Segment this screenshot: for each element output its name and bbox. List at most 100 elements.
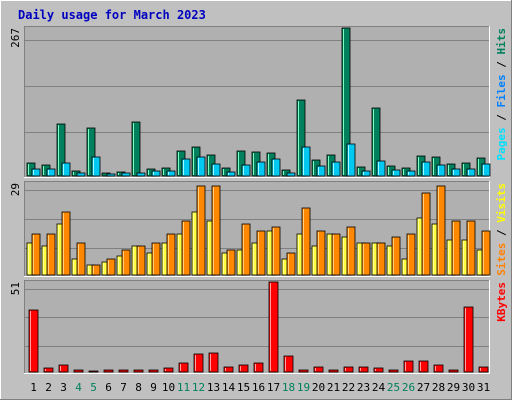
x-tick-label-day-4: 4 — [75, 381, 82, 394]
x-tick-label-day-28: 28 — [432, 381, 445, 394]
x-tick-label-day-26: 26 — [402, 381, 415, 394]
bar-hits-day-3 — [56, 123, 66, 177]
bar-sites-day-9 — [151, 242, 161, 276]
bar-sites-day-14 — [226, 249, 236, 276]
bar-files-day-20 — [316, 165, 326, 177]
bar-files-day-18 — [286, 172, 296, 177]
bar-kbytes-day-4 — [73, 369, 84, 373]
bar-sites-day-13 — [211, 185, 221, 276]
bar-kbytes-day-21 — [328, 369, 339, 373]
legend-separator: / — [495, 223, 508, 243]
bar-kbytes-day-6 — [103, 369, 114, 373]
bar-sites-day-31 — [481, 230, 491, 276]
x-tick-label-day-17: 17 — [267, 381, 280, 394]
bar-kbytes-day-16 — [253, 362, 264, 373]
bar-sites-day-10 — [166, 233, 176, 276]
bar-kbytes-day-5 — [88, 370, 99, 373]
bar-sites-day-30 — [466, 220, 476, 276]
bar-hits-day-24 — [371, 107, 381, 177]
x-tick-label-day-24: 24 — [372, 381, 386, 394]
bar-sites-day-21 — [331, 233, 341, 276]
bar-sites-day-20 — [316, 230, 326, 276]
bar-sites-day-6 — [106, 258, 116, 276]
panel-hits-files-pages: 267 Pages / Files / Hits — [9, 26, 508, 178]
bar-sites-day-19 — [301, 207, 311, 276]
x-tick-label-day-19: 19 — [297, 381, 310, 394]
bar-kbytes-day-17 — [268, 281, 279, 373]
bar-kbytes-day-12 — [193, 353, 204, 373]
bar-files-day-23 — [361, 170, 371, 177]
bar-sites-day-29 — [451, 220, 461, 276]
bar-kbytes-day-1 — [28, 309, 39, 373]
bar-kbytes-day-27 — [418, 360, 429, 373]
bar-files-day-13 — [211, 163, 221, 177]
bar-sites-day-2 — [46, 233, 56, 276]
bar-files-day-17 — [271, 158, 281, 177]
panel-kbytes: 51 KBytes — [9, 280, 508, 374]
bar-kbytes-day-20 — [313, 366, 324, 373]
bar-files-day-5 — [91, 156, 101, 177]
bar-files-day-16 — [256, 161, 266, 177]
legend-entry: Visits — [495, 183, 508, 223]
bar-kbytes-day-29 — [448, 369, 459, 373]
x-tick-label-day-7: 7 — [120, 381, 127, 394]
x-tick-label-day-9: 9 — [150, 381, 157, 394]
x-tick-label-day-5: 5 — [90, 381, 97, 394]
y-max-label: 29 — [9, 183, 22, 196]
x-tick-label-day-13: 13 — [207, 381, 220, 394]
x-tick-label-day-10: 10 — [162, 381, 175, 394]
bar-files-day-3 — [61, 162, 71, 177]
bar-kbytes-day-31 — [478, 366, 489, 373]
legend-separator: / — [495, 55, 508, 75]
bar-kbytes-day-10 — [163, 367, 174, 373]
x-tick-label-day-14: 14 — [222, 381, 236, 394]
bar-kbytes-day-25 — [388, 369, 399, 373]
bar-files-day-4 — [76, 172, 86, 177]
bar-sites-day-24 — [376, 242, 386, 276]
x-tick-label-day-2: 2 — [45, 381, 52, 394]
bar-sites-day-7 — [121, 249, 131, 276]
bar-sites-day-11 — [181, 220, 191, 276]
legend-entry: Files — [495, 74, 508, 107]
bar-sites-day-18 — [286, 252, 296, 276]
x-tick-label-day-20: 20 — [312, 381, 325, 394]
bar-files-day-31 — [481, 163, 491, 177]
bar-kbytes-day-14 — [223, 366, 234, 373]
bar-hits-day-5 — [86, 127, 96, 177]
panel-legend: KBytes — [495, 282, 508, 322]
x-tick-label-day-27: 27 — [417, 381, 430, 394]
bar-files-day-27 — [421, 161, 431, 177]
x-tick-label-day-1: 1 — [30, 381, 37, 394]
bar-sites-day-4 — [76, 242, 86, 276]
legend-separator: / — [495, 108, 508, 128]
bar-kbytes-day-24 — [373, 367, 384, 373]
bar-hits-day-22 — [341, 27, 351, 177]
x-tick-label-day-12: 12 — [192, 381, 205, 394]
bar-kbytes-day-28 — [433, 364, 444, 373]
bar-files-day-21 — [331, 161, 341, 177]
bar-hits-day-15 — [236, 150, 246, 177]
panel-legend: Pages / Files / Hits — [495, 28, 508, 161]
bar-files-day-15 — [241, 164, 251, 177]
x-tick-label-day-15: 15 — [237, 381, 250, 394]
legend-entry: Pages — [495, 127, 508, 160]
panel-plot-area — [24, 280, 490, 374]
bar-files-day-24 — [376, 160, 386, 177]
x-tick-label-day-3: 3 — [60, 381, 67, 394]
bar-kbytes-day-3 — [58, 364, 69, 373]
bar-files-day-11 — [181, 158, 191, 177]
bar-sites-day-12 — [196, 185, 206, 276]
x-tick-label-day-30: 30 — [462, 381, 475, 394]
x-tick-label-day-11: 11 — [177, 381, 190, 394]
bar-hits-day-8 — [131, 121, 141, 177]
bar-sites-day-28 — [436, 185, 446, 276]
bar-sites-day-23 — [361, 242, 371, 276]
panel-legend: Sites / Visits — [495, 183, 508, 276]
bar-files-day-2 — [46, 168, 56, 177]
bar-files-day-26 — [406, 170, 416, 177]
x-tick-label-day-16: 16 — [252, 381, 265, 394]
bar-files-day-14 — [226, 171, 236, 177]
x-tick-label-day-31: 31 — [477, 381, 490, 394]
bar-kbytes-day-2 — [43, 367, 54, 373]
